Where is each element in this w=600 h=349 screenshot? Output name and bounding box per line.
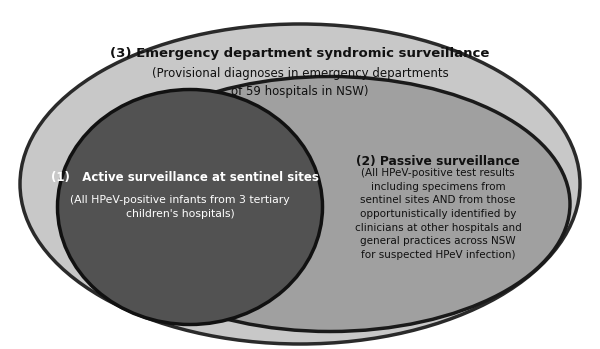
Text: (3) Emergency department syndromic surveillance: (3) Emergency department syndromic surve… [110, 47, 490, 60]
Ellipse shape [20, 24, 580, 344]
Ellipse shape [58, 89, 323, 325]
Text: (1)   Active surveillance at sentinel sites: (1) Active surveillance at sentinel site… [51, 171, 319, 184]
Text: (Provisional diagnoses in emergency departments
of 59 hospitals in NSW): (Provisional diagnoses in emergency depa… [152, 67, 448, 97]
Text: (All HPeV-positive infants from 3 tertiary
children's hospitals): (All HPeV-positive infants from 3 tertia… [70, 195, 290, 219]
Ellipse shape [90, 76, 570, 332]
Text: (All HPeV-positive test results
including specimens from
sentinel sites AND from: (All HPeV-positive test results includin… [355, 168, 521, 260]
Text: (2) Passive surveillance: (2) Passive surveillance [356, 155, 520, 168]
